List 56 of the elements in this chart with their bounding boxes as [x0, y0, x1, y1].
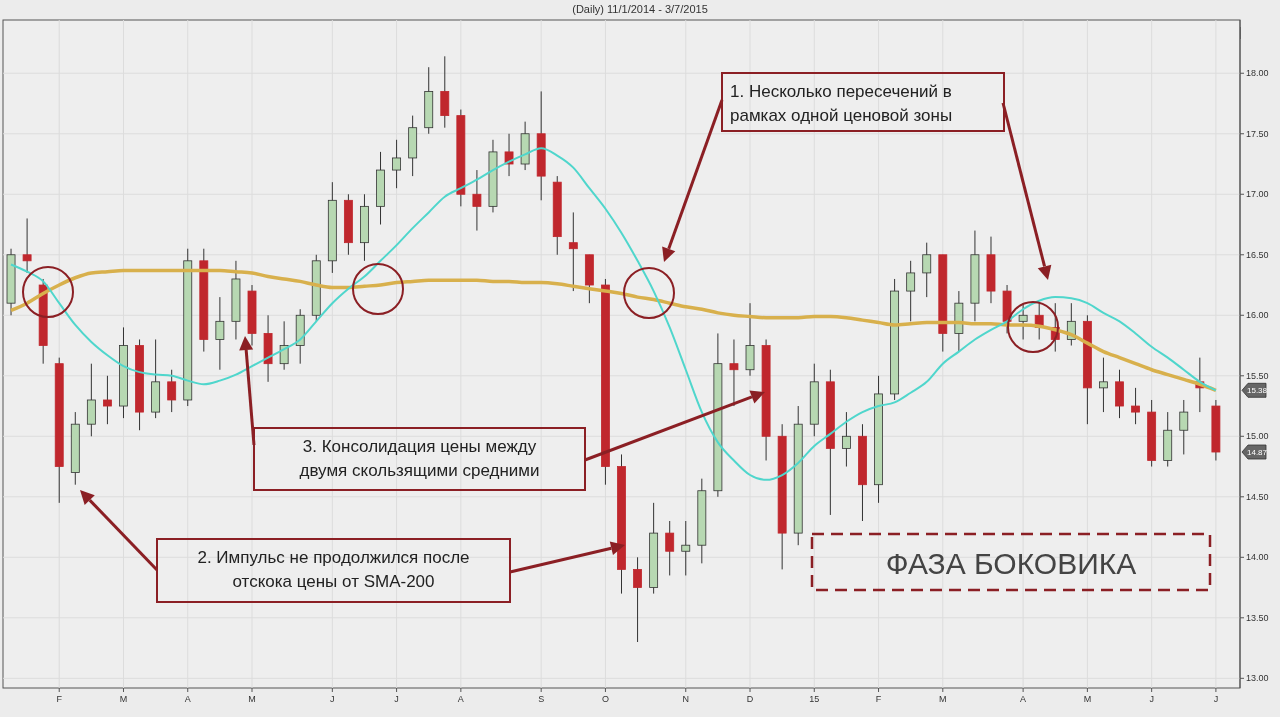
annotation: 1. Несколько пересечений в рамках одной ценовой зоны	[730, 82, 953, 125]
y-tick-label: 13.50	[1246, 612, 1269, 623]
y-tick-label: 14.00	[1246, 552, 1269, 563]
y-tick-label: 16.50	[1246, 249, 1269, 260]
candlestick	[1179, 399, 1189, 455]
candlestick	[167, 369, 177, 413]
candlestick	[841, 411, 851, 468]
x-tick-label: O	[601, 694, 609, 704]
candlestick	[665, 520, 675, 576]
x-tick-label: M	[1083, 694, 1092, 704]
y-tick-label: 15.00	[1246, 431, 1269, 442]
line-series	[10, 147, 1217, 481]
x-tick-label: A	[457, 694, 464, 704]
candlestick	[681, 520, 691, 576]
text: 14.87	[1246, 448, 1268, 458]
annotation: 3. Консолидация цены между двумя скользящими средними	[299, 437, 540, 480]
y-tick-label: 17.00	[1246, 189, 1269, 200]
x-tick-label: J	[1149, 694, 1154, 704]
candlestick	[633, 556, 642, 643]
candlestick	[472, 169, 482, 232]
x-tick-label: A	[184, 694, 191, 704]
x-tick-label: M	[248, 694, 256, 704]
x-tick-label: F	[56, 694, 63, 704]
x-tick-label: S	[538, 694, 545, 704]
annotation: 2. Импульс не продолжился после отскока цены от SMA-200	[197, 548, 470, 591]
x-tick-label: J	[330, 694, 335, 704]
candlestick	[392, 139, 402, 189]
y-tick-label: 15.50	[1246, 370, 1269, 381]
x-tick-label: 15	[809, 694, 820, 704]
x-tick-label: M	[939, 694, 947, 704]
x-tick-label: J	[394, 694, 399, 704]
y-tick-label: 16.00	[1246, 310, 1269, 321]
x-tick-label: A	[1020, 694, 1027, 704]
candlestick	[1131, 387, 1140, 425]
y-tick-label: 17.50	[1246, 128, 1269, 139]
candlestick	[22, 217, 32, 274]
x-tick-label: D	[746, 694, 754, 704]
x-tick-label: N	[682, 694, 690, 704]
y-tick-label: 14.50	[1246, 491, 1269, 502]
candlestick	[1099, 357, 1108, 413]
text: 15.38	[1246, 386, 1268, 396]
candlestick	[568, 211, 578, 292]
candlestick	[103, 375, 112, 425]
candlestick	[729, 338, 739, 407]
chart-title: (Daily) 11/1/2014 - 3/7/2015	[572, 3, 708, 15]
annotation: ФАЗА БОКОВИКА	[885, 547, 1137, 580]
candlestick	[922, 242, 932, 298]
y-tick-label: 18.00	[1246, 68, 1269, 79]
x-tick-label: M	[119, 694, 128, 704]
candlestick	[1018, 302, 1028, 340]
line-series	[9, 268, 1218, 393]
x-tick-label: F	[875, 694, 882, 704]
candlestick	[215, 296, 225, 371]
candlestick	[906, 260, 916, 322]
x-tick-label: J	[1213, 694, 1219, 704]
y-tick-label: 13.00	[1246, 673, 1269, 684]
